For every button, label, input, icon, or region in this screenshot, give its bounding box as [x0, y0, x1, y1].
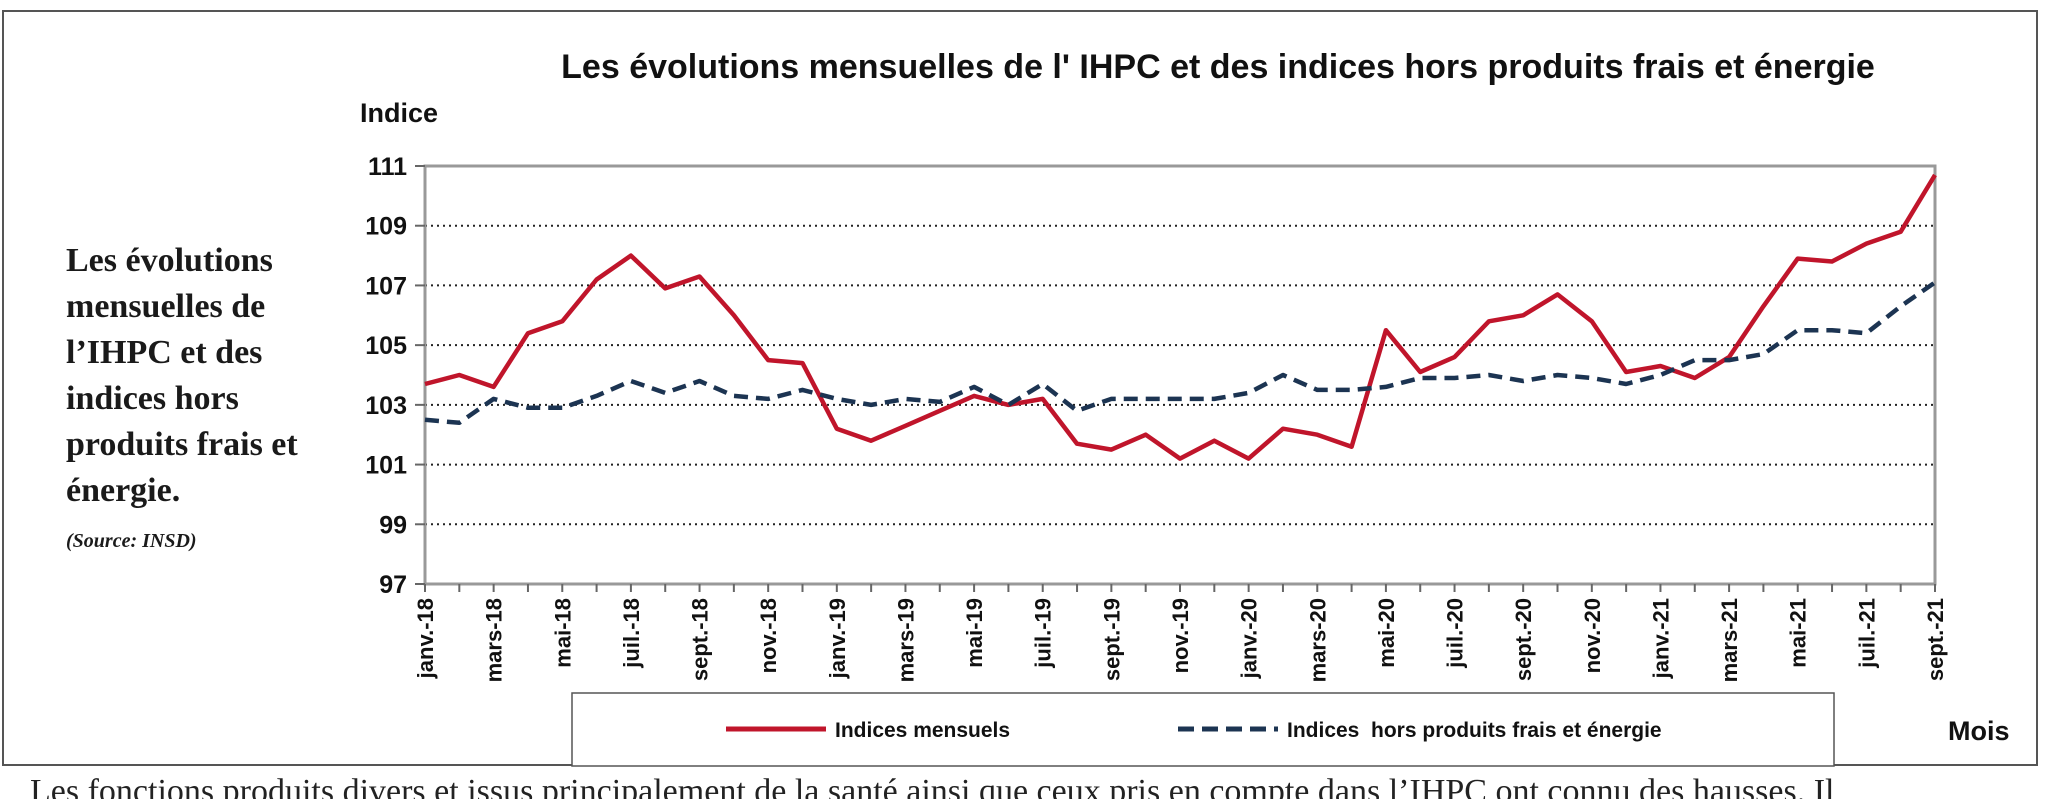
y-axis-label: Indice [360, 98, 438, 128]
side-heading: Les évolutions mensuelles de l’IHPC et d… [66, 242, 298, 509]
y-tick-label: 111 [368, 153, 407, 181]
x-tick-label: sept.-21 [1923, 598, 1948, 681]
x-tick-label: juil.-18 [619, 598, 644, 669]
x-tick-label: mai-21 [1786, 598, 1811, 668]
x-axis-label: Mois [1948, 716, 2010, 746]
legend: Indices mensuels Indices hors produits f… [571, 692, 1835, 767]
series-line-0 [424, 173, 1937, 461]
x-tick-label: janv.-18 [413, 598, 438, 679]
y-tick-label: 109 [365, 213, 407, 241]
x-tick-label: mai-18 [550, 598, 575, 668]
x-tick-label: sept.-19 [1099, 598, 1124, 681]
y-tick-label: 105 [365, 332, 407, 360]
chart-frame [2, 10, 2038, 766]
x-tick-label: juil.-19 [1031, 598, 1056, 669]
x-tick-label: mars-19 [893, 598, 918, 682]
y-tick-label: 99 [379, 511, 407, 539]
y-tick-label: 101 [365, 452, 407, 480]
chart: Les évolutions mensuelles de l' IHPC et … [360, 48, 2010, 767]
x-tick-label: juil.-20 [1443, 598, 1468, 669]
x-tick-label: sept.-18 [688, 598, 713, 681]
x-tick-label: mars-18 [482, 598, 507, 682]
x-tick-label: mai-20 [1374, 598, 1399, 668]
legend-label-indices-hors-produits-frais: Indices hors produits frais et énergie [1287, 719, 1662, 742]
x-tick-label: nov.-19 [1168, 598, 1193, 673]
chart-title: Les évolutions mensuelles de l' IHPC et … [561, 48, 1875, 86]
x-tick-label: janv.-19 [825, 598, 850, 679]
body-text-line: Les fonctions produits divers et issus p… [30, 773, 1835, 799]
series-line-1 [424, 280, 1937, 426]
x-tick-label: mars-21 [1717, 598, 1742, 682]
x-tick-label: nov.-18 [756, 598, 781, 673]
grid [425, 224, 1935, 526]
axes: 97 99 101 103 105 107 109 111 janv.-18 mars-18 mai… [365, 153, 1948, 682]
x-tick-label: nov.-20 [1580, 598, 1605, 673]
y-tick-label: 103 [365, 392, 407, 420]
y-tick-label: 107 [365, 272, 407, 300]
x-tick-label: janv.-21 [1648, 598, 1673, 679]
plot-border [423, 164, 1937, 586]
x-tick-label: mars-20 [1305, 598, 1330, 682]
x-tick-label: juil.-21 [1854, 598, 1879, 669]
y-tick-label: 97 [379, 571, 407, 599]
series [424, 173, 1937, 461]
side-source: (Source: INSD) [66, 530, 197, 552]
x-tick-label: janv.-20 [1237, 598, 1262, 679]
x-tick-label: sept.-20 [1511, 598, 1536, 681]
legend-label-indices-mensuels: Indices mensuels [835, 719, 1010, 742]
x-tick-label: mai-19 [962, 598, 987, 668]
